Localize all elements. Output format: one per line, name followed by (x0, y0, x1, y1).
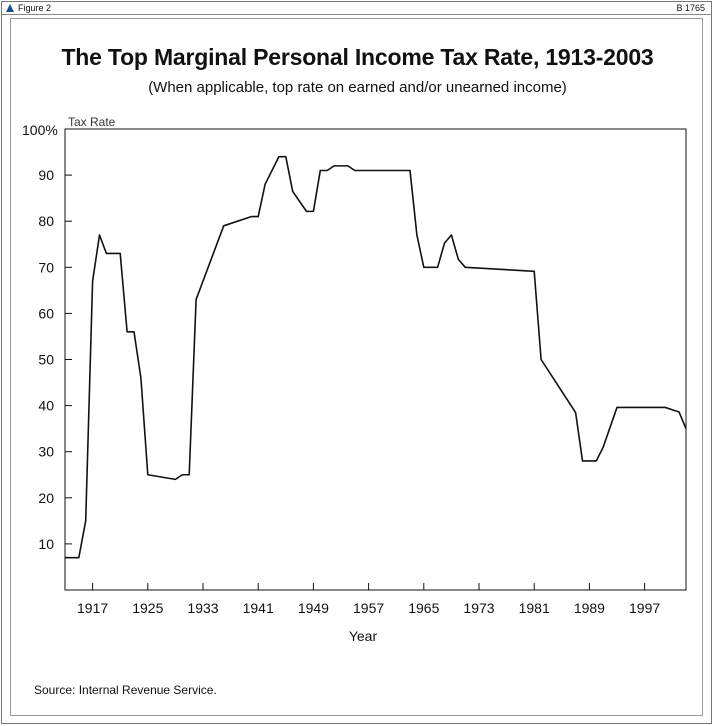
x-tick-label: 1933 (187, 600, 218, 616)
chart-title: The Top Marginal Personal Income Tax Rat… (61, 44, 654, 70)
x-tick-label: 1925 (132, 600, 163, 616)
x-axis-title: Year (349, 628, 378, 644)
x-tick-label: 1989 (574, 600, 605, 616)
figure-header-bar: Figure 2 B 1765 (2, 2, 711, 15)
figure-inner-frame (10, 18, 703, 716)
x-tick-label: 1965 (408, 600, 439, 616)
y-tick-label: 70 (38, 259, 54, 275)
y-axis-top-label: 100% (22, 122, 58, 138)
source-note: Source: Internal Revenue Service. (34, 683, 217, 697)
report-code: B 1765 (676, 3, 705, 13)
y-tick-label: 40 (38, 398, 54, 414)
x-tick-label: 1981 (519, 600, 550, 616)
bell-logo-icon (6, 4, 14, 12)
plot-area (64, 128, 687, 591)
x-tick-label: 1997 (629, 600, 660, 616)
y-tick-label: 50 (38, 352, 54, 368)
y-tick-label: 20 (38, 490, 54, 506)
source-label: Source (34, 683, 73, 697)
y-tick-label: 30 (38, 444, 54, 460)
figure-label: Figure 2 (18, 3, 52, 13)
series-line-top-tax-rate (65, 155, 687, 559)
x-tick-label: 1949 (298, 600, 329, 616)
y-axis-title: Tax Rate (68, 115, 116, 129)
y-tick-label: 10 (38, 536, 54, 552)
x-tick-label: 1917 (77, 600, 108, 616)
x-tick-label: 1957 (353, 600, 384, 616)
chart-subtitle: (When applicable, top rate on earned and… (148, 79, 567, 96)
y-tick-label: 60 (38, 305, 54, 321)
y-tick-label: 80 (38, 213, 54, 229)
source-text: : Internal Revenue Service. (72, 683, 217, 697)
x-tick-label: 1973 (463, 600, 494, 616)
x-tick-label: 1941 (243, 600, 274, 616)
y-tick-label: 90 (38, 167, 54, 183)
